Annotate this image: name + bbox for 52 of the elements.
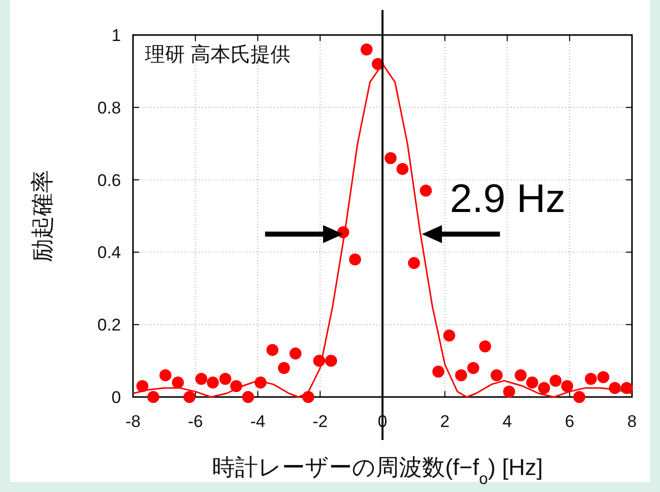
x-tick-label: -2 [312, 412, 328, 431]
point [432, 366, 444, 378]
point [455, 369, 468, 382]
point [172, 376, 184, 389]
point [360, 43, 373, 56]
y-tick-label: 0.4 [97, 243, 121, 262]
point [384, 152, 397, 164]
y-tick-label: 0.2 [97, 316, 121, 335]
point [136, 380, 148, 392]
point [561, 380, 574, 392]
point [183, 391, 196, 403]
point [159, 369, 172, 382]
point [147, 391, 160, 403]
point [467, 362, 480, 374]
point [584, 372, 597, 385]
point [479, 340, 492, 352]
point [289, 348, 302, 360]
point [490, 369, 503, 382]
point [396, 162, 408, 175]
point [538, 382, 550, 394]
point [443, 329, 456, 342]
y-tick-label: 0.6 [97, 170, 121, 190]
point [503, 386, 516, 398]
point [325, 354, 338, 367]
x-tick-label: 4 [502, 412, 512, 431]
point [195, 372, 208, 385]
x-tick-label: -4 [250, 412, 266, 431]
y-tick-label: 0.8 [97, 98, 121, 118]
x-tick-label: 2 [440, 412, 450, 431]
y-tick-label: 0 [112, 388, 121, 407]
point [278, 362, 290, 374]
y-axis-title: 励起確率 [29, 170, 55, 262]
x-tick-label: 6 [564, 412, 574, 431]
y-tick-label: 1 [112, 26, 121, 45]
point [420, 184, 432, 197]
point [206, 376, 219, 389]
annotation: 理研 高本氏提供 [145, 43, 291, 66]
point [219, 372, 232, 385]
point [349, 253, 362, 266]
annotation: 2.9 Hz [450, 177, 566, 222]
point [514, 369, 527, 382]
x-tick-label: -6 [188, 412, 203, 431]
point [573, 391, 586, 403]
point [597, 371, 610, 384]
point [408, 257, 420, 270]
x-axis-title: 時計レーザーの周波数(f−f$_{o}$) [Hz] [212, 454, 543, 488]
point [242, 391, 254, 403]
point [550, 374, 562, 387]
x-tick-label: 8 [627, 412, 637, 431]
point [526, 376, 538, 389]
point [266, 344, 278, 356]
x-tick-label: -8 [125, 412, 141, 431]
